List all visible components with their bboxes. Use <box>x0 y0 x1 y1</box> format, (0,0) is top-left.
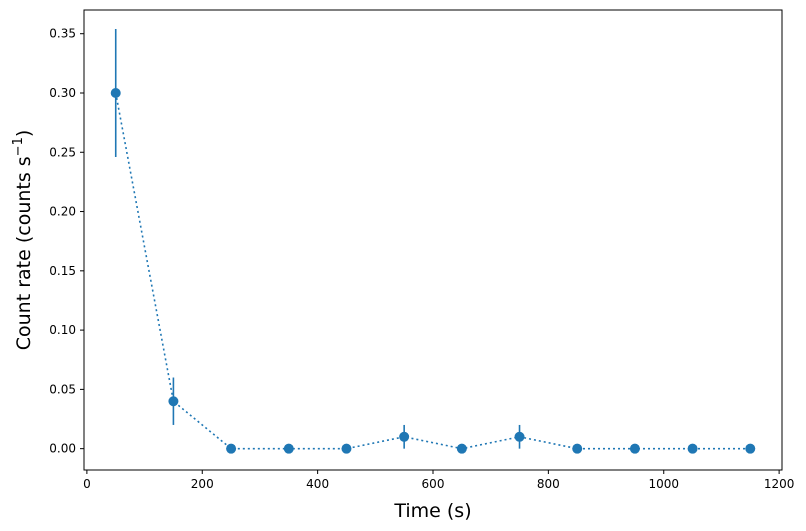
y-axis: 0.00 0.05 0.10 0.15 0.20 0.25 0.30 0.35 <box>49 27 84 456</box>
x-tick-label: 400 <box>306 477 329 491</box>
data-point <box>629 443 640 454</box>
data-point <box>572 443 583 454</box>
y-tick-label: 0.25 <box>49 145 76 159</box>
y-tick-label: 0.15 <box>49 264 76 278</box>
data-point <box>168 396 179 407</box>
x-axis-label: Time (s) <box>393 500 471 522</box>
series-line <box>114 92 751 450</box>
x-tick-label: 800 <box>537 477 560 491</box>
y-axis-label: Count rate (counts s−1) <box>11 130 35 351</box>
y-axis-label-exponent: −1 <box>11 137 26 156</box>
plot-frame <box>83 9 783 471</box>
y-tick-label: 0.00 <box>49 442 76 456</box>
data-point <box>341 443 352 454</box>
y-tick-label: 0.10 <box>49 323 76 337</box>
x-tick-label: 1200 <box>764 477 795 491</box>
y-tick-label: 0.20 <box>49 205 76 219</box>
y-tick-label: 0.05 <box>49 382 76 396</box>
y-axis-label-main: Count rate (counts s <box>13 156 35 350</box>
x-tick-label: 1000 <box>648 477 679 491</box>
plot-area <box>110 28 756 454</box>
data-point <box>399 431 410 442</box>
data-point <box>283 443 294 454</box>
data-point <box>226 443 237 454</box>
y-axis-label-close: ) <box>13 130 35 137</box>
y-tick-label: 0.35 <box>49 27 76 41</box>
data-point <box>456 443 467 454</box>
data-point <box>514 431 525 442</box>
y-tick-label: 0.30 <box>49 86 76 100</box>
x-tick-label: 600 <box>422 477 445 491</box>
x-axis: 0 200 400 600 800 1000 1200 <box>83 470 794 491</box>
x-tick-label: 200 <box>191 477 214 491</box>
x-tick-label: 0 <box>83 477 91 491</box>
data-point <box>745 443 756 454</box>
data-point <box>110 87 121 98</box>
data-point <box>687 443 698 454</box>
